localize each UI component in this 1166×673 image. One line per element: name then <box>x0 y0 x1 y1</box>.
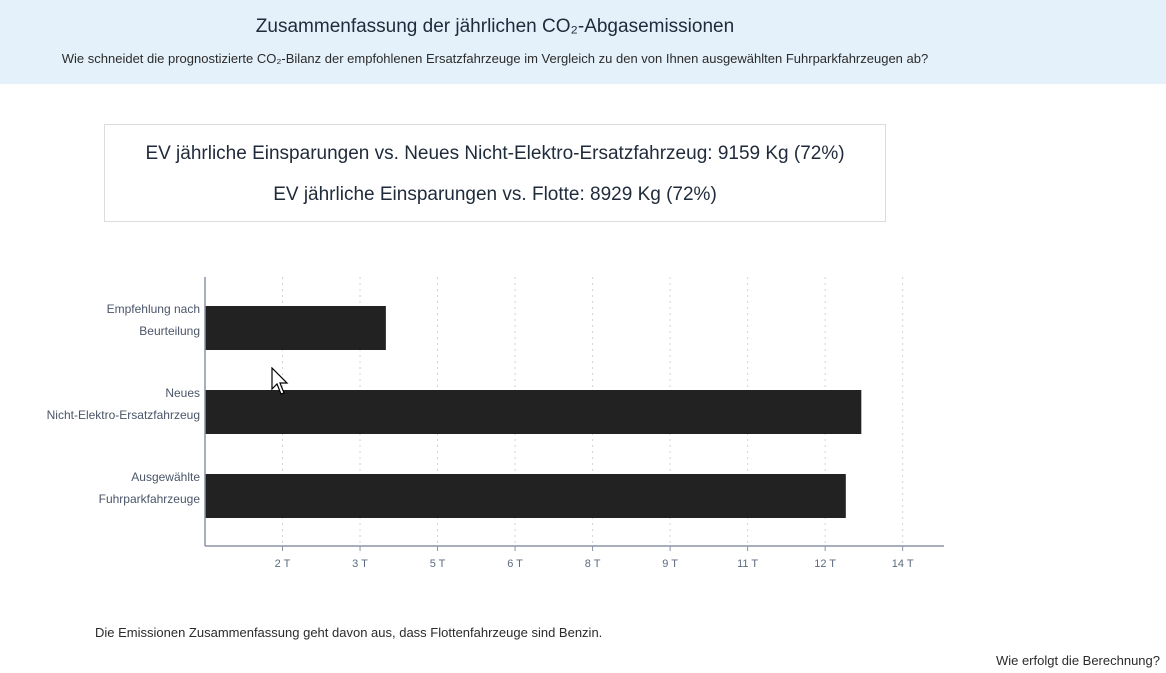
calculation-help-link[interactable]: Wie erfolgt die Berechnung? <box>995 653 1160 668</box>
category-label: Beurteilung <box>139 324 200 338</box>
page-title: Zusammenfassung der jährlichen CO₂-Abgas… <box>255 16 735 37</box>
bar-2 <box>205 474 846 518</box>
mouse-cursor-icon <box>271 367 289 395</box>
emissions-bar-chart: 2 T 3 T 5 T 6 T 8 T 9 T 11 T 12 T 14 T Empfehlung… <box>47 277 944 570</box>
x-tick-label: 3 T <box>352 558 368 570</box>
x-tick-label: 2 T <box>275 558 291 570</box>
x-tick-label: 14 T <box>892 558 914 570</box>
category-label: Fuhrparkfahrzeuge <box>99 492 201 506</box>
category-label: Neues <box>165 386 200 400</box>
savings-vs-new-vehicle: EV jährliche Einsparungen vs. Neues Nich… <box>145 143 845 164</box>
x-tick-label: 8 T <box>585 558 601 570</box>
category-label: Ausgewählte <box>131 470 200 484</box>
category-label: Empfehlung nach <box>107 302 200 316</box>
x-tick-label: 5 T <box>430 558 446 570</box>
x-tick-label: 11 T <box>737 558 758 570</box>
bar-1 <box>205 390 862 434</box>
bar-0 <box>205 306 386 350</box>
category-label: Nicht-Elektro-Ersatzfahrzeug <box>47 408 200 422</box>
savings-vs-fleet: EV jährliche Einsparungen vs. Flotte: 89… <box>273 184 717 205</box>
x-tick-label: 12 T <box>814 558 836 570</box>
savings-summary-box: EV jährliche Einsparungen vs. Neues Nich… <box>104 124 886 222</box>
header-banner: Zusammenfassung der jährlichen CO₂-Abgas… <box>0 0 1166 84</box>
page-subtitle: Wie schneidet die prognostizierte CO₂-Bi… <box>61 51 929 66</box>
x-tick-label: 9 T <box>662 558 678 570</box>
assumption-note: Die Emissionen Zusammenfassung geht davo… <box>95 625 603 640</box>
x-tick-label: 6 T <box>507 558 523 570</box>
